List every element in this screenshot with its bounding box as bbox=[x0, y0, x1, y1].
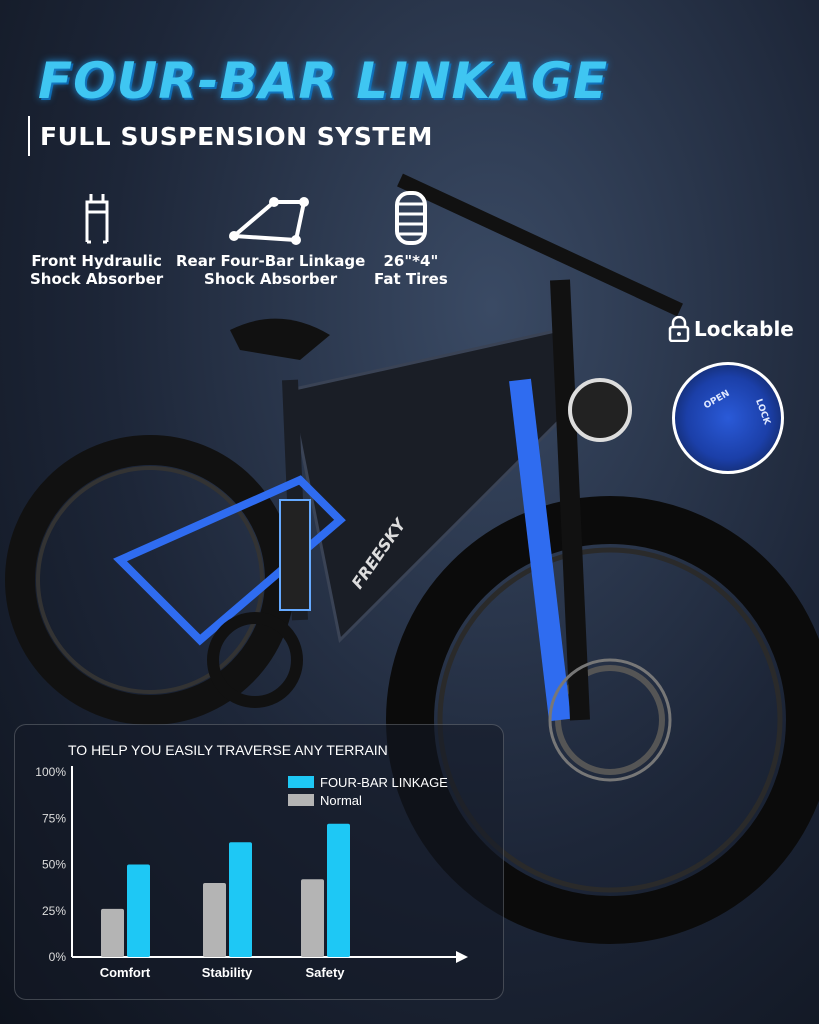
bar-safety-normal bbox=[301, 879, 324, 957]
y-tick-label: 0% bbox=[49, 950, 67, 964]
legend-swatch bbox=[288, 794, 314, 806]
y-tick-label: 25% bbox=[42, 904, 66, 918]
bar-safety-four-bar bbox=[327, 823, 350, 957]
feature-label: Shock Absorber bbox=[30, 270, 164, 288]
bike-illustration: FREESKY bbox=[5, 173, 819, 944]
tire-icon bbox=[394, 191, 427, 245]
chart-title: TO HELP YOU EASILY TRAVERSE ANY TERRAIN bbox=[68, 742, 388, 758]
legend-label: FOUR-BAR LINKAGE bbox=[320, 775, 448, 790]
padlock-icon bbox=[668, 316, 690, 342]
feature-label: Fat Tires bbox=[374, 270, 448, 288]
bar-stability-normal bbox=[203, 883, 226, 957]
legend-swatch bbox=[288, 776, 314, 788]
feature-label: Rear Four-Bar Linkage bbox=[176, 252, 366, 270]
divider bbox=[28, 116, 30, 156]
bar-stability-four-bar bbox=[229, 842, 252, 957]
y-tick-label: 75% bbox=[42, 811, 66, 825]
feature-rear-linkage: Rear Four-Bar Linkage Shock Absorber bbox=[176, 196, 365, 288]
x-tick-label: Stability bbox=[202, 965, 253, 980]
feature-label: 26"*4" bbox=[383, 252, 439, 270]
lockable-text: Lockable bbox=[694, 317, 794, 341]
lock-dial-closeup: OPEN LOCK bbox=[672, 362, 784, 474]
x-axis-arrow bbox=[456, 951, 468, 963]
y-tick-label: 50% bbox=[42, 858, 66, 872]
lockable-label: Lockable bbox=[668, 316, 794, 342]
legend-label: Normal bbox=[320, 793, 362, 808]
feature-label: Shock Absorber bbox=[204, 270, 338, 288]
linkage-icon bbox=[228, 197, 309, 245]
feature-front-shock: Front Hydraulic Shock Absorber bbox=[30, 190, 163, 288]
feature-fat-tires: 26"*4" Fat Tires bbox=[374, 190, 448, 288]
fork-icon bbox=[85, 194, 109, 244]
comparison-chart-panel bbox=[14, 724, 504, 1000]
y-tick-label: 100% bbox=[35, 765, 66, 779]
feature-label: Front Hydraulic bbox=[31, 252, 162, 270]
bar-comfort-four-bar bbox=[127, 864, 150, 957]
x-tick-label: Safety bbox=[305, 965, 345, 980]
page-title: FOUR-BAR LINKAGE bbox=[38, 52, 609, 110]
x-tick-label: Comfort bbox=[100, 965, 151, 980]
bar-comfort-normal bbox=[101, 908, 124, 957]
page-subtitle: FULL SUSPENSION SYSTEM bbox=[40, 122, 433, 151]
